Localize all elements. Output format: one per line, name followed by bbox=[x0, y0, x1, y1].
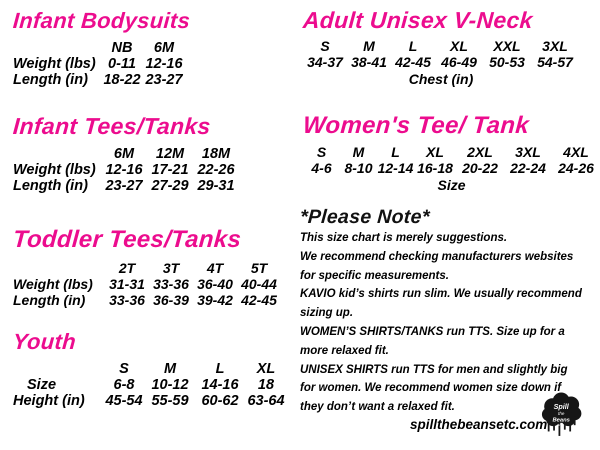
svg-text:ETC.: ETC. bbox=[558, 423, 565, 427]
svg-text:Spill: Spill bbox=[554, 403, 570, 411]
svg-text:the: the bbox=[558, 411, 565, 416]
